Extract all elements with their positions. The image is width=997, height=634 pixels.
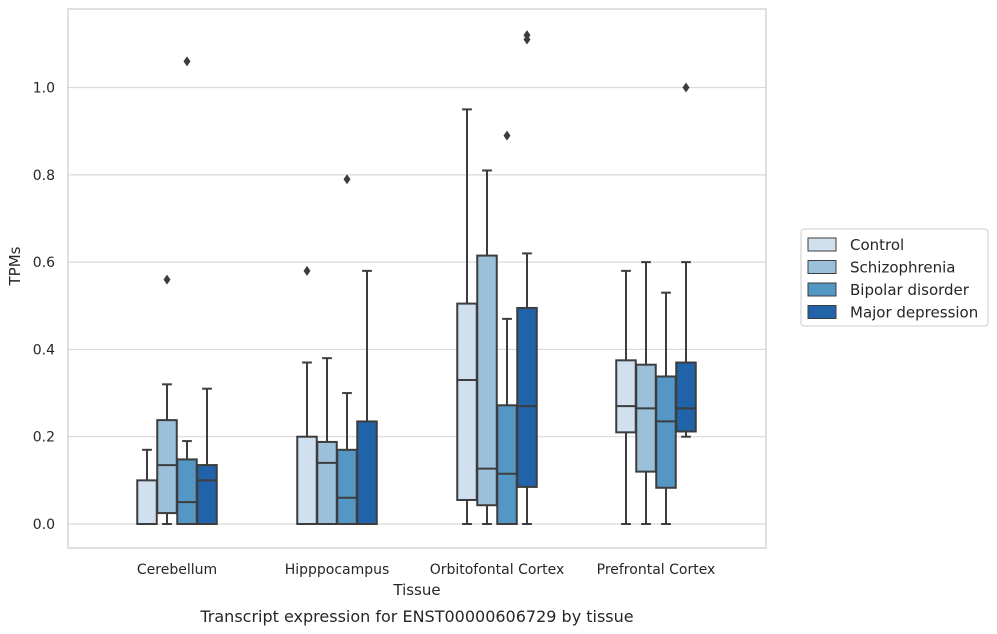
x-tick-label: Cerebellum bbox=[137, 562, 217, 578]
box-iqr bbox=[176, 458, 198, 525]
box-control bbox=[296, 265, 318, 525]
box-iqr bbox=[356, 420, 378, 525]
legend-label: Major depression bbox=[850, 304, 978, 322]
y-tick-label: 0.4 bbox=[33, 342, 55, 358]
box-major-depression bbox=[516, 30, 538, 525]
box-iqr bbox=[476, 254, 498, 507]
box-iqr bbox=[615, 359, 637, 434]
legend-label: Bipolar disorder bbox=[850, 281, 970, 299]
x-axis-title: Tissue bbox=[392, 581, 440, 599]
box-schizophrenia bbox=[476, 169, 498, 525]
boxes bbox=[136, 30, 697, 525]
box-control bbox=[615, 269, 637, 525]
box-major-depression bbox=[675, 82, 697, 438]
box-iqr bbox=[456, 302, 478, 501]
outlier-marker bbox=[682, 82, 690, 93]
box-bipolar-disorder bbox=[496, 130, 518, 525]
box-iqr bbox=[296, 435, 318, 525]
box-schizophrenia bbox=[316, 357, 338, 525]
legend: Control Schizophrenia Bipolar disorder Majo… bbox=[800, 228, 989, 327]
legend-swatch bbox=[807, 237, 837, 252]
legend-label: Schizophrenia bbox=[850, 259, 955, 277]
box-iqr bbox=[655, 375, 677, 489]
box-bipolar-disorder bbox=[176, 56, 198, 525]
box-iqr bbox=[156, 419, 178, 515]
chart-caption: Transcript expression for ENST0000060672… bbox=[199, 607, 633, 626]
box-bipolar-disorder bbox=[655, 291, 677, 525]
outlier-marker bbox=[183, 56, 191, 67]
x-tick-label: Prefrontal Cortex bbox=[597, 562, 716, 578]
legend-label: Control bbox=[850, 236, 904, 254]
x-tick-label: Orbitofontal Cortex bbox=[430, 562, 565, 578]
box-iqr bbox=[336, 448, 358, 525]
plot-area-frame bbox=[67, 8, 767, 549]
y-tick-labels: 0.0 0.2 0.4 0.6 0.8 1.0 bbox=[33, 81, 55, 533]
box-control bbox=[456, 108, 478, 525]
x-tick-label: Hipppocampus bbox=[285, 562, 390, 578]
box-iqr bbox=[136, 479, 158, 525]
outlier-marker bbox=[343, 174, 351, 185]
legend-swatch bbox=[807, 282, 837, 297]
box-iqr bbox=[496, 404, 518, 525]
box-schizophrenia bbox=[635, 261, 657, 525]
legend-frame bbox=[800, 228, 989, 327]
box-iqr bbox=[196, 464, 218, 525]
box-iqr bbox=[516, 306, 538, 488]
y-axis-title: TPMs bbox=[6, 246, 24, 286]
outlier-marker bbox=[503, 130, 511, 141]
x-tick-labels: Cerebellum Hipppocampus Orbitofontal Corte… bbox=[137, 562, 715, 578]
box-control bbox=[136, 448, 158, 525]
outlier-marker bbox=[523, 30, 531, 41]
box-major-depression bbox=[196, 387, 218, 525]
y-tick-label: 0.2 bbox=[33, 430, 55, 446]
legend-swatch bbox=[807, 260, 837, 274]
y-tick-label: 0.6 bbox=[33, 255, 55, 271]
outlier-marker bbox=[163, 274, 171, 285]
box-iqr bbox=[675, 361, 697, 433]
box-schizophrenia bbox=[156, 274, 178, 525]
box-iqr bbox=[316, 440, 338, 525]
legend-swatch bbox=[807, 305, 837, 319]
y-tick-label: 0.0 bbox=[33, 517, 55, 533]
box-major-depression bbox=[356, 269, 378, 525]
y-tick-label: 0.8 bbox=[33, 168, 55, 184]
box-iqr bbox=[635, 363, 657, 473]
outlier-marker bbox=[303, 265, 311, 276]
y-tick-label: 1.0 bbox=[33, 81, 55, 97]
